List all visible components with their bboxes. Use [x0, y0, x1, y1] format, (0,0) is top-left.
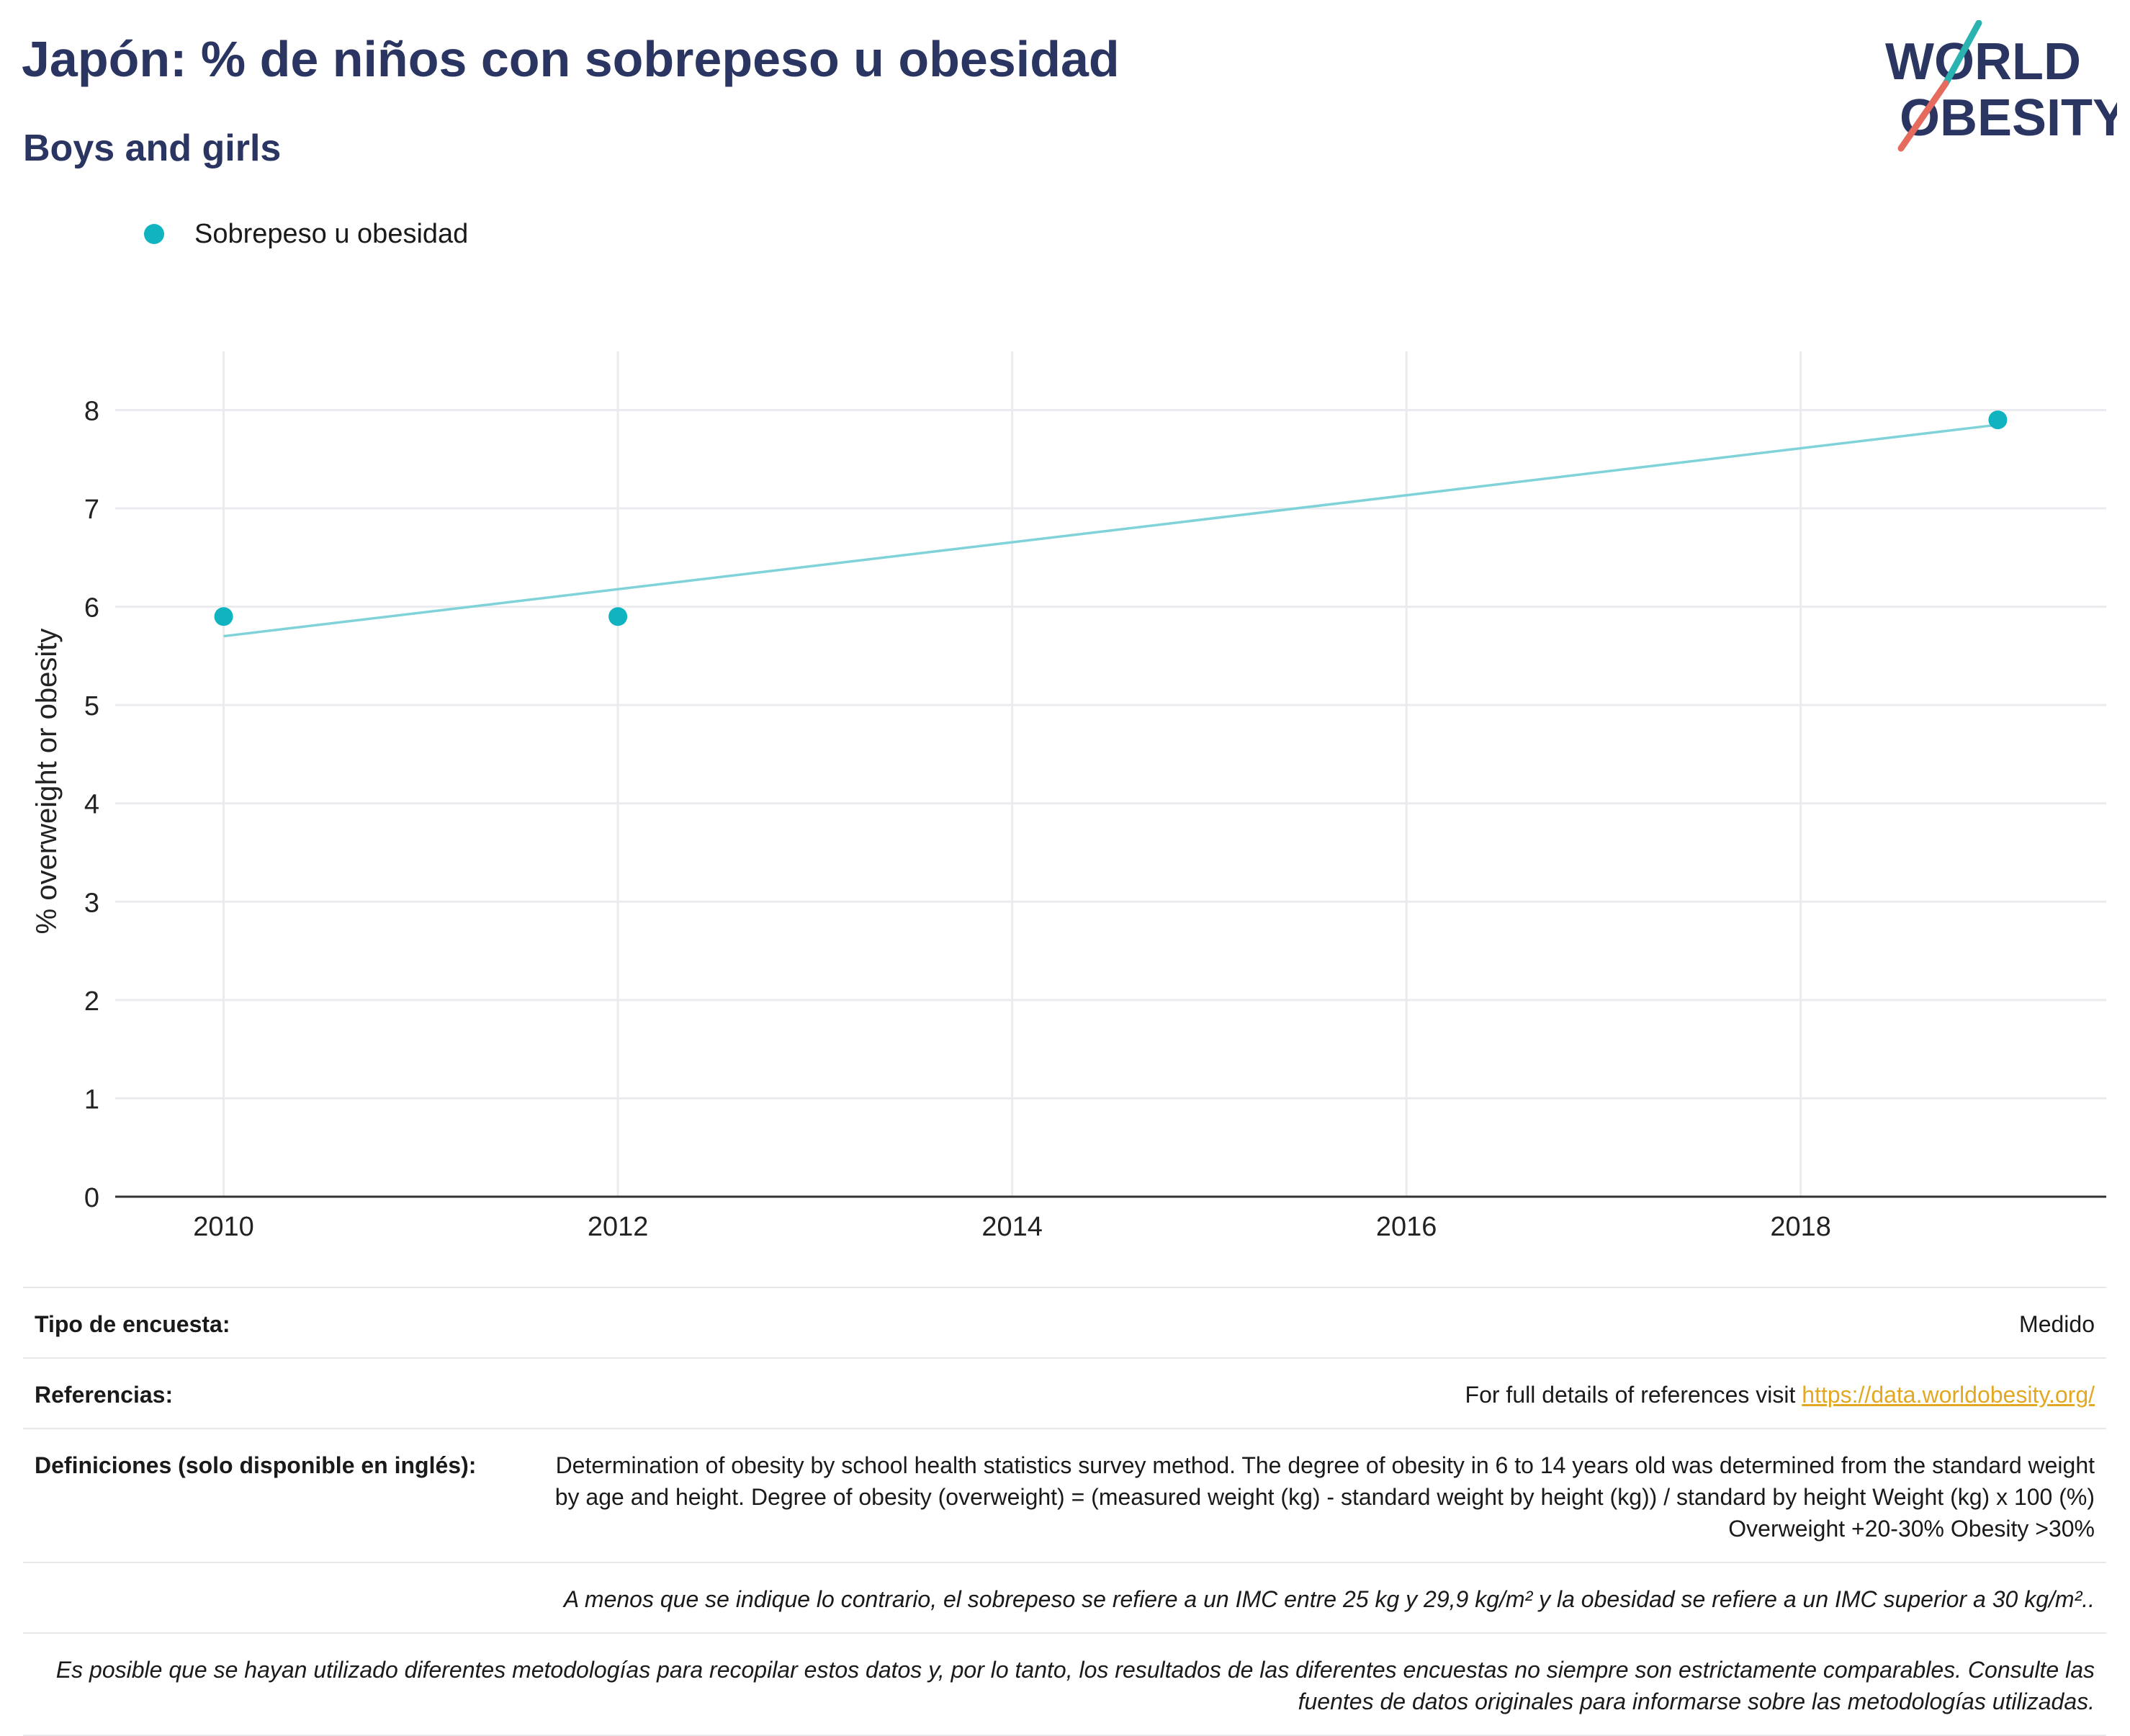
y-tick-label: 3 — [84, 888, 99, 918]
x-tick-label: 2014 — [981, 1212, 1043, 1242]
methods-note-row: Es posible que se hayan utilizado difere… — [23, 1632, 2106, 1736]
methods-note: Es posible que se hayan utilizado difere… — [55, 1657, 2095, 1714]
y-tick-label: 2 — [84, 986, 99, 1017]
references-link[interactable]: https://data.worldobesity.org/ — [1802, 1382, 2095, 1408]
definitions-row: Definiciones (solo disponible en inglés)… — [23, 1428, 2106, 1562]
page-subtitle: Boys and girls — [23, 127, 282, 169]
page-title: Japón: % de niños con sobrepeso u obesid… — [22, 31, 1120, 87]
y-axis-title: % overweight or obesity — [31, 629, 63, 935]
data-point — [608, 607, 628, 626]
references-text: For full details of references visit — [1465, 1382, 1802, 1408]
y-tick-label: 0 — [84, 1183, 99, 1213]
y-tick-label: 4 — [84, 790, 99, 820]
chart-legend[interactable]: Sobrepeso u obesidad — [144, 215, 468, 253]
bmi-note-row: A menos que se indique lo contrario, el … — [23, 1562, 2106, 1632]
y-tick-label: 1 — [84, 1084, 99, 1115]
world-obesity-logo: WORLD OBESITY — [1885, 20, 2117, 152]
x-tick-label: 2016 — [1376, 1212, 1437, 1242]
info-table: Tipo de encuesta: Medido Referencias: Fo… — [23, 1287, 2106, 1736]
bmi-note: A menos que se indique lo contrario, el … — [563, 1586, 2095, 1612]
y-tick-label: 5 — [84, 691, 99, 721]
x-tick-label: 2018 — [1770, 1212, 1831, 1242]
y-tick-label: 7 — [84, 495, 99, 525]
y-tick-label: 8 — [84, 396, 99, 426]
data-point — [214, 607, 233, 626]
definitions-label: Definiciones (solo disponible en inglés)… — [35, 1452, 477, 1478]
references-row: Referencias: For full details of referen… — [23, 1357, 2106, 1428]
y-tick-label: 6 — [84, 593, 99, 624]
x-tick-label: 2010 — [193, 1212, 254, 1242]
references-label: Referencias: — [35, 1382, 174, 1408]
trend-line — [223, 423, 1998, 638]
logo-slash-teal — [1942, 20, 1982, 87]
legend-label: Sobrepeso u obesidad — [194, 218, 469, 249]
x-tick-label: 2012 — [588, 1212, 649, 1242]
definitions-value: Determination of obesity by school healt… — [554, 1452, 2095, 1542]
logo-slash-red — [1897, 80, 1949, 152]
survey-type-value: Medido — [2019, 1311, 2095, 1337]
data-point — [1988, 410, 2008, 430]
survey-type-label: Tipo de encuesta: — [35, 1311, 230, 1337]
chart-plot: 0 1 2 3 4 5 6 7 8 2010 2012 2014 2016 2018 % overweigh… — [31, 351, 2106, 1242]
legend-marker — [144, 224, 164, 244]
references-value: For full details of references visit htt… — [1465, 1379, 2095, 1411]
survey-type-row: Tipo de encuesta: Medido — [23, 1287, 2106, 1357]
logo-text-world: WORLD — [1885, 33, 2081, 91]
